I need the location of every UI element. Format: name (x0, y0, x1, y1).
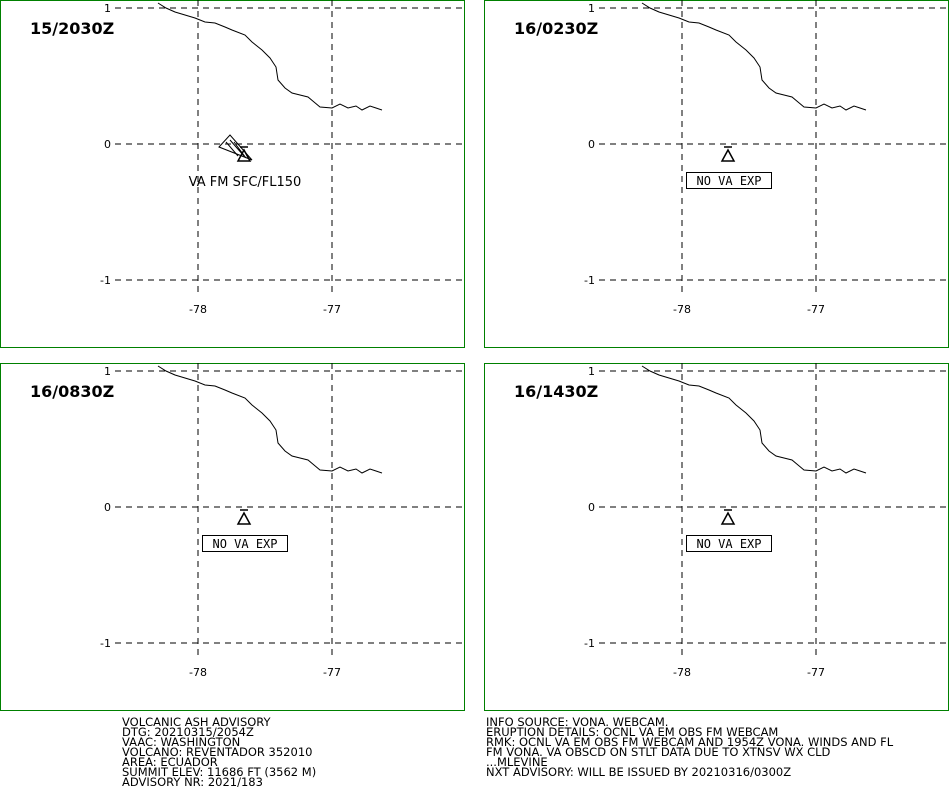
panel-border (484, 363, 949, 711)
panel-border (0, 363, 465, 711)
coastline (641, 365, 867, 474)
advisory-line: VOLCANIC ASH ADVISORY (122, 715, 272, 729)
lon-label: -77 (807, 303, 825, 316)
lat-label: -1 (584, 637, 595, 650)
coastline (641, 2, 867, 111)
lon-label: -77 (807, 666, 825, 679)
panel-title: 16/0230Z (514, 19, 598, 38)
advisory-line: INFO SOURCE: VONA. WEBCAM. (486, 715, 668, 729)
advisory-line: ...MLEVINE (486, 755, 548, 769)
lat-label: 0 (104, 138, 111, 151)
panel-border (484, 0, 949, 348)
coastline (157, 365, 383, 474)
annotation: NO VA EXP (696, 537, 761, 551)
lat-label: 1 (588, 2, 595, 15)
panel-title: 16/0830Z (30, 382, 114, 401)
volcano-icon (720, 146, 736, 162)
lon-label: -78 (673, 666, 691, 679)
lat-label: 1 (104, 2, 111, 15)
advisory-line: VOLCANO: REVENTADOR 352010 (122, 745, 312, 759)
advisory-line: ERUPTION DETAILS: OCNL VA EM OBS FM WEBC… (486, 725, 778, 739)
advisory-line: VAAC: WASHINGTON (122, 735, 240, 749)
panel-border (0, 0, 465, 348)
advisory-line: RMK: OCNL VA EM OBS FM WEBCAM AND 1954Z … (486, 735, 894, 749)
annotation: NO VA EXP (696, 174, 761, 188)
ash-label: VA FM SFC/FL150 (189, 175, 302, 190)
advisory-line: FM VONA. VA OBSCD ON STLT DATA DUE TO XT… (486, 745, 831, 759)
coastline (157, 2, 383, 111)
lon-label: -77 (323, 666, 341, 679)
lon-label: -78 (673, 303, 691, 316)
advisory-line: NXT ADVISORY: WILL BE ISSUED BY 20210316… (486, 765, 791, 779)
lon-label: -77 (323, 303, 341, 316)
advisory-line: AREA: ECUADOR (122, 755, 218, 769)
lat-label: -1 (100, 637, 111, 650)
map-panel: 1 0 -1 -78 -77 16/0830Z NO VA EXP (0, 363, 465, 711)
lat-label: 1 (104, 365, 111, 378)
panel-title: 16/1430Z (514, 382, 598, 401)
lat-label: -1 (584, 274, 595, 287)
lat-label: 1 (588, 365, 595, 378)
panel-title: 15/2030Z (30, 19, 114, 38)
lon-label: -78 (189, 666, 207, 679)
ash-hatch (225, 139, 247, 159)
lat-label: -1 (100, 274, 111, 287)
lon-label: -78 (189, 303, 207, 316)
volcano-icon (720, 509, 736, 525)
map-panel: 1 0 -1 -78 -77 15/2030Z VA FM SFC/FL150 (0, 0, 465, 348)
map-panel: 1 0 -1 -78 -77 16/0230Z NO VA EXP (484, 0, 949, 348)
lat-label: 0 (104, 501, 111, 514)
lat-label: 0 (588, 501, 595, 514)
volcano-icon (236, 509, 252, 525)
annotation: NO VA EXP (212, 537, 277, 551)
advisory-line: ADVISORY NR: 2021/183 (122, 775, 263, 789)
map-panel: 1 0 -1 -78 -77 16/1430Z NO VA EXP (484, 363, 949, 711)
annotation-box (202, 535, 288, 552)
lat-label: 0 (588, 138, 595, 151)
advisory-line: SUMMIT ELEV: 11686 FT (3562 M) (122, 765, 316, 779)
advisory-line: DTG: 20210315/2054Z (122, 725, 254, 739)
annotation-box (686, 535, 772, 552)
annotation-box (686, 172, 772, 189)
